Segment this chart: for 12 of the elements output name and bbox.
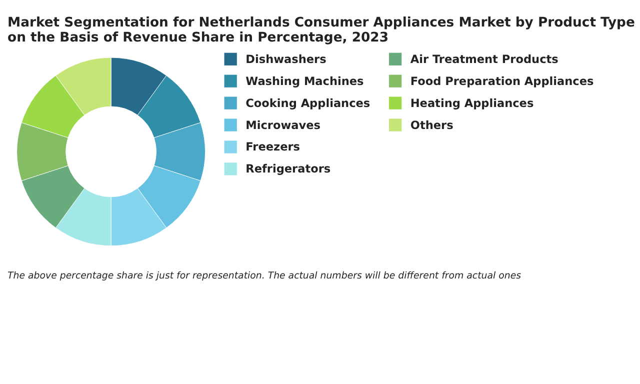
text: The above percentage share is just for representation. The actual numbers will be different from actual ones bbox=[8, 270, 522, 282]
chart-title: Market Segmentation for Netherlands Consumer Appliances Market by Product Type on the Basis of Revenue Share in Percentage, 2023 bbox=[8, 16, 635, 46]
legend-label: Cooking Appliances bbox=[246, 96, 370, 110]
legend-label: Others bbox=[410, 118, 454, 132]
legend-label: Freezers bbox=[246, 140, 300, 154]
legend-label: Dishwashers bbox=[246, 52, 327, 66]
legend-label: Food Preparation Appliances bbox=[410, 74, 594, 88]
legend-label: Heating Appliances bbox=[410, 96, 534, 110]
legend-label: Air Treatment Products bbox=[410, 52, 559, 66]
legend-label: Microwaves bbox=[246, 118, 321, 132]
legend-label: Refrigerators bbox=[246, 162, 331, 176]
legend-label: Washing Machines bbox=[246, 74, 364, 88]
